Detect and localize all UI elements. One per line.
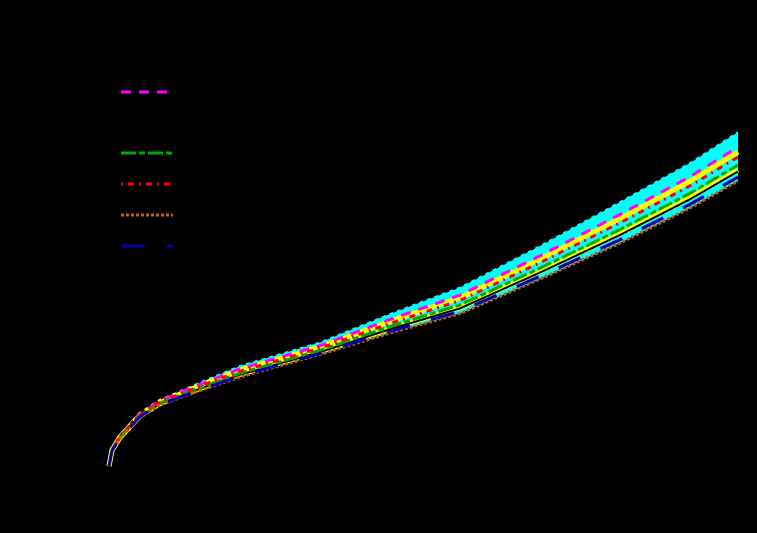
legend-item-green <box>120 143 184 163</box>
legend-item-red <box>120 174 184 194</box>
legend <box>121 90 173 248</box>
legend-item-orange <box>120 205 184 225</box>
plot-area <box>106 130 740 467</box>
extra-line-2 <box>108 130 739 466</box>
series-line-2 <box>107 163 739 467</box>
legend-item-magenta <box>120 82 184 102</box>
series-line-5 <box>107 175 739 467</box>
series-line-0 <box>107 145 739 467</box>
legend-item-blue <box>120 236 184 256</box>
extra-line-0 <box>106 149 740 467</box>
legend-item-black <box>120 112 184 132</box>
series-line-3 <box>107 155 739 467</box>
